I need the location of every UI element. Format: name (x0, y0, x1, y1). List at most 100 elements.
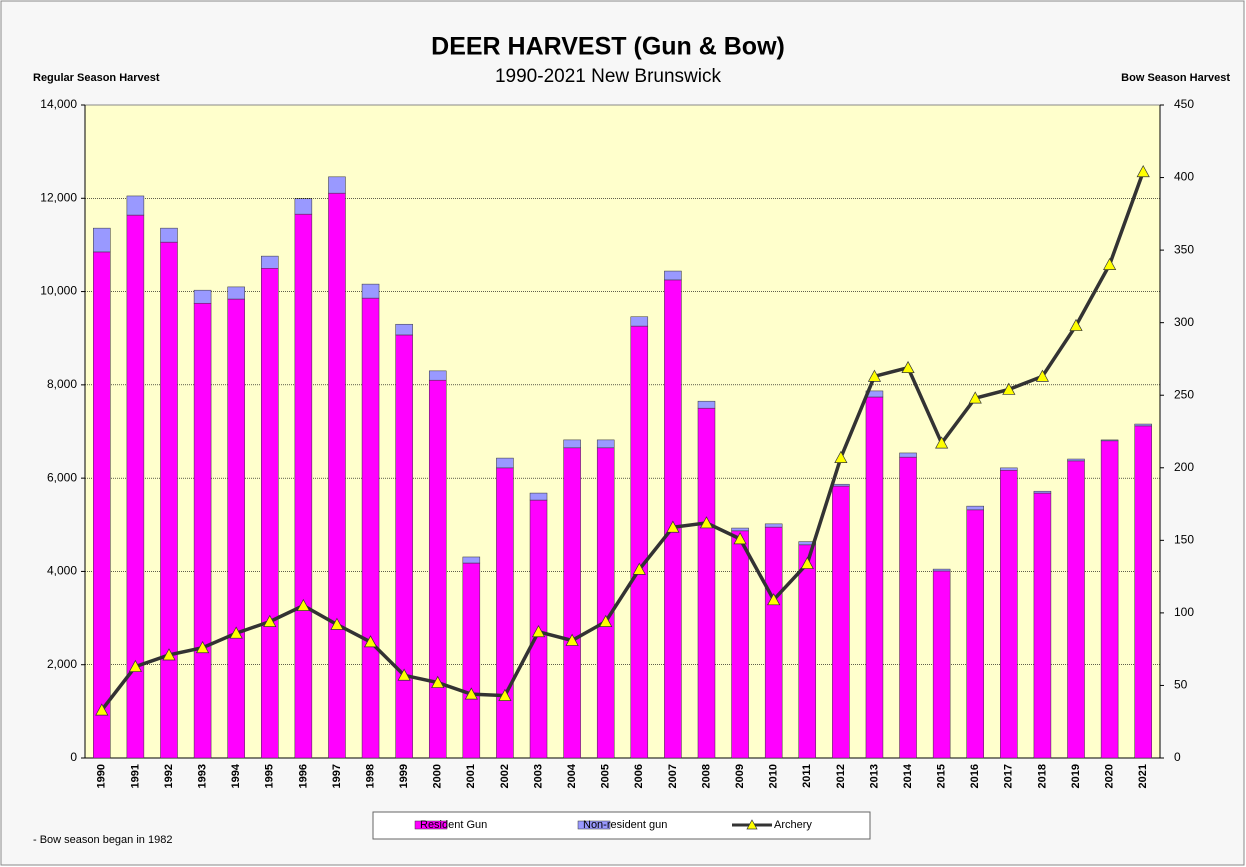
marker (800, 556, 814, 569)
x-tick-label: 2021 (1137, 764, 1149, 788)
x-tick-label: 2011 (801, 764, 813, 788)
bar (1000, 467, 1018, 471)
x-tick-label: 2013 (868, 764, 880, 788)
x-tick-label: 2001 (465, 764, 477, 788)
bar (328, 192, 346, 759)
x-tick-label: 2006 (633, 764, 645, 788)
marker (935, 436, 949, 449)
bar (193, 289, 212, 304)
x-tick-label: 2007 (667, 764, 679, 788)
bar (798, 541, 817, 546)
bar (596, 447, 615, 759)
marker (162, 648, 176, 661)
y2-tick-label: 100 (1174, 605, 1194, 619)
marker (1069, 318, 1083, 331)
marker (464, 687, 478, 700)
marker (767, 593, 781, 606)
bar (966, 505, 984, 511)
bar (630, 316, 649, 327)
marker (599, 614, 613, 627)
marker (1136, 165, 1150, 178)
marker (1103, 257, 1117, 270)
x-tick-label: 2016 (969, 764, 981, 788)
bar (1000, 469, 1018, 759)
y-tick-label: 6,000 (47, 470, 77, 484)
bar (596, 439, 615, 449)
y2-tick-label: 450 (1174, 97, 1194, 111)
legend-label: Archery (774, 819, 812, 831)
bar (932, 570, 951, 759)
x-tick-label: 2009 (734, 764, 746, 788)
y2-axis-title: Bow Season Harvest (1121, 72, 1230, 84)
bar (529, 492, 548, 501)
bar (328, 176, 346, 194)
bar (462, 562, 481, 759)
bar (261, 268, 279, 759)
bar (563, 439, 581, 449)
x-tick-label: 2014 (902, 763, 914, 788)
x-tick-label: 1995 (264, 764, 276, 788)
marker (632, 562, 646, 575)
bar (361, 283, 380, 299)
marker (296, 598, 310, 611)
marker (128, 659, 142, 672)
bar (496, 467, 514, 759)
bar (496, 457, 514, 469)
x-tick-label: 2017 (1003, 764, 1015, 788)
y-axis-title: Regular Season Harvest (33, 72, 160, 84)
y2-tick-label: 300 (1174, 315, 1194, 329)
bar (832, 483, 850, 487)
x-tick-label: 2003 (532, 764, 544, 788)
bar (193, 302, 212, 759)
legend-swatch (414, 820, 448, 830)
marker (867, 369, 882, 382)
marker (498, 688, 512, 701)
bar (294, 198, 313, 215)
bar (697, 407, 716, 759)
x-tick-label: 1997 (331, 764, 343, 788)
bar (261, 255, 279, 269)
legend-label: Resident Gun (420, 819, 487, 831)
chart-title: DEER HARVEST (Gun & Bow) (431, 33, 785, 61)
legend (372, 811, 871, 840)
bar (630, 325, 649, 759)
bar (227, 286, 245, 300)
bar (832, 485, 850, 759)
x-tick-label: 2019 (1070, 764, 1082, 788)
x-tick-label: 2002 (499, 764, 511, 788)
marker (95, 703, 109, 716)
bar (395, 334, 413, 759)
legend-swatch (577, 820, 611, 830)
y-tick-label: 14,000 (40, 97, 77, 111)
marker (397, 668, 411, 681)
x-tick-label: 1998 (364, 764, 376, 788)
marker (263, 614, 277, 627)
bar (1067, 458, 1085, 462)
annotation: - Bow season began in 1982 (33, 834, 172, 846)
bar (1134, 423, 1152, 427)
marker (565, 633, 579, 646)
x-tick-label: 2008 (700, 764, 712, 788)
plot-area (84, 104, 1161, 759)
x-tick-label: 1994 (230, 763, 242, 788)
marker (531, 625, 546, 638)
bar (764, 523, 783, 528)
bar (428, 379, 447, 759)
bar (93, 251, 111, 759)
marker (901, 360, 915, 374)
x-tick-label: 2012 (835, 764, 847, 788)
marker (733, 532, 747, 545)
y-tick-label: 12,000 (40, 190, 77, 204)
x-tick-label: 2015 (936, 764, 948, 788)
y2-tick-label: 400 (1174, 170, 1194, 184)
y2-tick-label: 200 (1174, 460, 1194, 474)
bar (664, 279, 682, 759)
bar (227, 298, 245, 759)
marker (834, 450, 848, 463)
bar (126, 195, 145, 216)
y2-tick-label: 350 (1174, 242, 1194, 256)
marker (968, 391, 982, 404)
y-tick-label: 2,000 (47, 657, 77, 671)
y-tick-label: 8,000 (47, 377, 77, 391)
